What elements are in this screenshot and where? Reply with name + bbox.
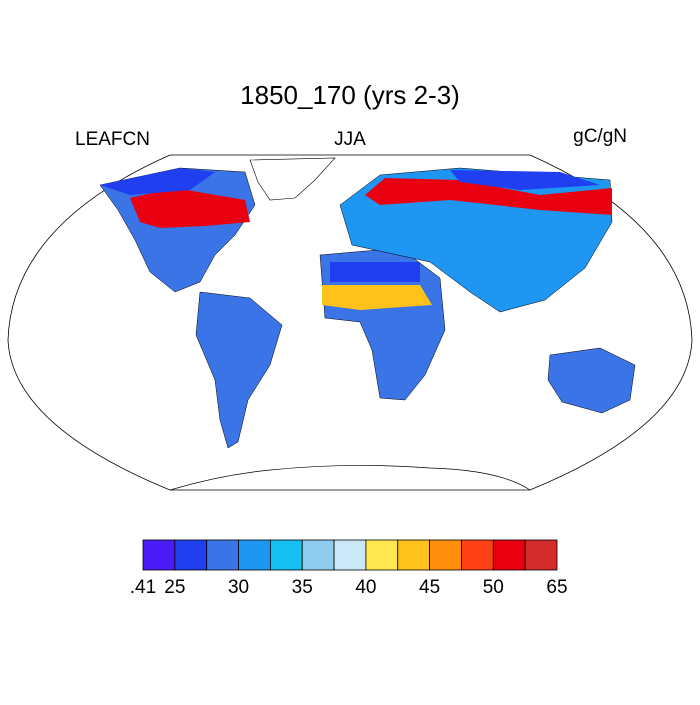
colorbar-swatch: [397, 539, 431, 571]
colorbar-swatch: [333, 539, 367, 571]
greenland: [249, 157, 336, 201]
colorbar-swatch: [301, 539, 335, 571]
colorbar-label: 25: [164, 577, 185, 598]
right-label: gC/gN: [573, 126, 627, 147]
colorbar-swatch: [174, 539, 208, 571]
eurasia-band: [365, 178, 612, 215]
colorbar-swatch: [238, 539, 271, 571]
south-america: [195, 291, 283, 449]
colorbar-swatch: [492, 539, 526, 571]
map: [7, 154, 693, 491]
colorbar-swatch: [269, 539, 303, 571]
left-label: LEAFCN: [75, 129, 150, 150]
colorbar-swatch: [429, 539, 462, 571]
arctic-canada: [100, 168, 215, 195]
australia: [547, 347, 636, 414]
center-label: JJA: [334, 129, 366, 150]
colorbar-swatch: [206, 539, 239, 571]
colorbar-label: 45: [419, 577, 440, 598]
colorbar-label: 40: [355, 577, 376, 598]
colorbar-swatch: [461, 539, 494, 571]
colorbar-swatch: [524, 539, 558, 571]
siberia: [450, 170, 600, 190]
sahara: [330, 262, 420, 282]
colorbar-label: 50: [483, 577, 504, 598]
antarctica: [169, 465, 531, 491]
north-america-band: [130, 188, 250, 228]
colorbar-swatch: [142, 539, 176, 571]
title: 1850_170 (yrs 2-3): [240, 80, 460, 110]
colorbar: .41 25 30 35 40 45 50 65: [130, 539, 568, 598]
colorbar-label: 35: [292, 577, 313, 598]
colorbar-label: 30: [228, 577, 249, 598]
colorbar-label: 65: [546, 577, 567, 598]
colorbar-label: .41: [130, 577, 156, 598]
colorbar-swatch: [365, 539, 399, 571]
sahel-band: [322, 285, 432, 310]
